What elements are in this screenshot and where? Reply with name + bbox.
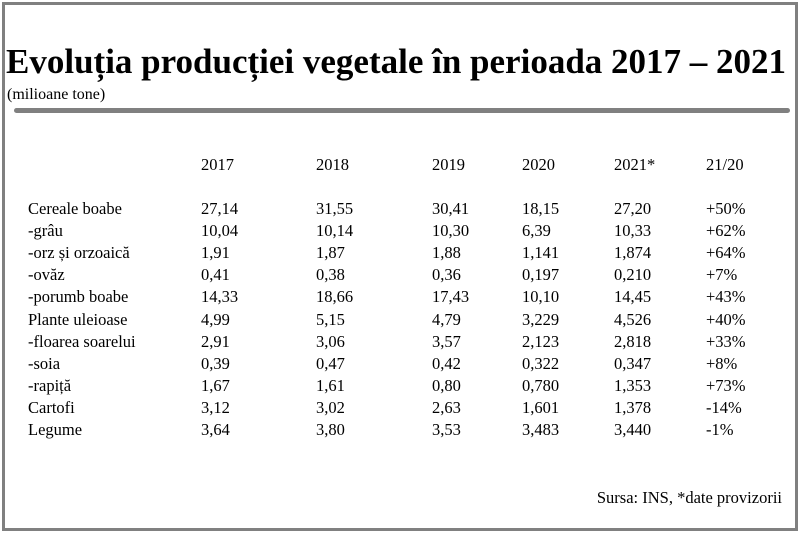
table-cell: 2,123: [522, 331, 560, 351]
table-cell: 1,601: [522, 397, 560, 417]
table-cell: 0,42: [432, 353, 461, 373]
column-header: 2019: [432, 155, 465, 174]
table-cell: 6,39: [522, 221, 551, 241]
row-label: Cereale boabe: [28, 199, 122, 218]
row-label: Plante uleioase: [28, 309, 128, 329]
table-cell: 0,780: [522, 375, 560, 395]
table-cell: 27,20: [614, 199, 652, 218]
table-cell: +64%: [706, 243, 746, 263]
table-cell: 2,63: [432, 397, 461, 417]
table-cell: 10,10: [522, 287, 560, 307]
row-label: Cartofi: [28, 397, 75, 417]
table-cell: 4,79: [432, 309, 461, 329]
table-cell: 10,30: [432, 221, 470, 241]
table-cell: +50%: [706, 199, 746, 218]
table-cell: 1,874: [614, 243, 652, 263]
column-header: 2021*: [614, 155, 656, 174]
table-cell: 18,66: [316, 287, 354, 307]
table-cell: +43%: [706, 287, 746, 307]
table-cell: 5,15: [316, 309, 345, 329]
table-cell: 14,45: [614, 287, 652, 307]
table-cell: 3,80: [316, 420, 345, 439]
table-cell: 10,14: [316, 221, 354, 241]
table-cell: 1,378: [614, 397, 652, 417]
table-cell: -14%: [706, 397, 742, 417]
table-cell: 3,06: [316, 331, 345, 351]
table-cell: +8%: [706, 353, 738, 373]
table-cell: 2,91: [201, 331, 230, 351]
row-label: -soia: [28, 353, 61, 373]
row-label: -ovăz: [28, 265, 65, 285]
column-header: 21/20: [706, 155, 744, 174]
table-cell: +62%: [706, 221, 746, 241]
table-cell: 4,99: [201, 309, 230, 329]
column-header: 2018: [316, 155, 349, 174]
row-label: Legume: [28, 420, 83, 439]
table-cell: 4,526: [614, 309, 652, 329]
table-cell: 1,61: [316, 375, 345, 395]
table-cell: +40%: [706, 309, 746, 329]
table-cell: 0,39: [201, 353, 230, 373]
table-cell: 3,229: [522, 309, 560, 329]
table-cell: 27,14: [201, 199, 239, 218]
table-cell: 18,15: [522, 199, 560, 218]
table-cell: 30,41: [432, 199, 470, 218]
row-label: -floarea soarelui: [28, 331, 136, 351]
table-cell: 3,12: [201, 397, 230, 417]
table-cell: 14,33: [201, 287, 239, 307]
table-cell: +7%: [706, 265, 738, 285]
table-cell: 3,02: [316, 397, 345, 417]
table-cell: 1,353: [614, 375, 652, 395]
page-title: Evoluția producției vegetale în perioada…: [6, 42, 787, 81]
table-cell: 0,347: [614, 353, 652, 373]
title-divider: [14, 108, 790, 113]
table-cell: 2,818: [614, 331, 652, 351]
table-cell: 1,141: [522, 243, 560, 263]
source-note: Sursa: INS, *date provizorii: [596, 488, 782, 507]
row-label: -orz și orzoaică: [28, 243, 130, 263]
table-cell: 0,41: [201, 265, 230, 285]
table-cell: 10,33: [614, 221, 652, 241]
table-cell: +33%: [706, 331, 746, 351]
table-cell: 3,440: [614, 420, 652, 439]
table-cell: 0,38: [316, 265, 345, 285]
table-cell: 1,87: [316, 243, 345, 263]
table-cell: 3,483: [522, 420, 560, 439]
unit-subtitle: (milioane tone): [7, 86, 106, 103]
table-cell: 0,322: [522, 353, 560, 373]
table-cell: 0,197: [522, 265, 560, 285]
table-cell: 0,80: [432, 375, 461, 395]
table-cell: 3,57: [432, 331, 461, 351]
row-label: -porumb boabe: [28, 287, 129, 307]
table-cell: 17,43: [432, 287, 470, 307]
table-cell: -1%: [706, 420, 734, 439]
table-cell: 0,210: [614, 265, 652, 285]
table-cell: 0,36: [432, 265, 461, 285]
column-header: 2017: [201, 155, 234, 174]
table-cell: 1,91: [201, 243, 230, 263]
table-cell: 1,67: [201, 375, 230, 395]
table-cell: 0,47: [316, 353, 345, 373]
column-header: 2020: [522, 155, 555, 174]
table-cell: 1,88: [432, 243, 461, 263]
row-label: -grâu: [28, 221, 63, 241]
table-cell: 10,04: [201, 221, 239, 241]
table-cell: 3,64: [201, 420, 230, 439]
row-label: -rapiță: [28, 375, 72, 395]
table-cell: +73%: [706, 375, 746, 395]
table-cell: 31,55: [316, 199, 354, 218]
table-cell: 3,53: [432, 420, 461, 439]
